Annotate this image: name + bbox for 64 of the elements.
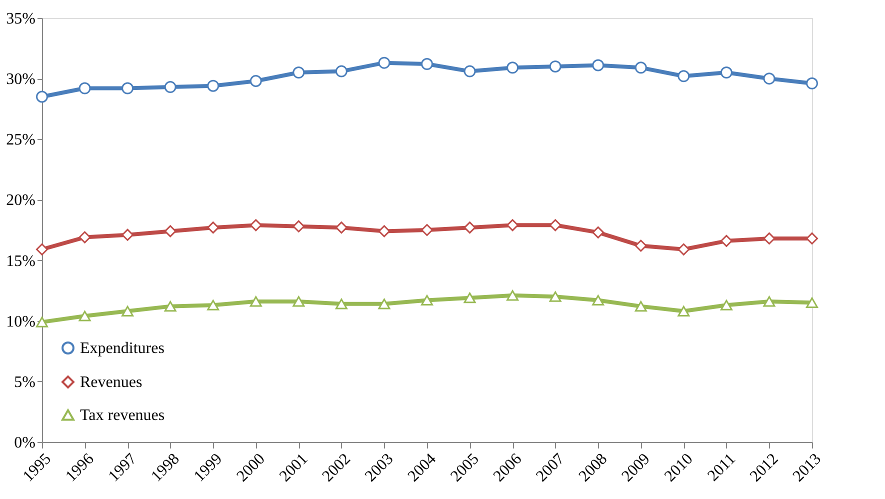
point — [335, 298, 348, 310]
point — [506, 290, 519, 301]
point — [378, 225, 390, 238]
point — [806, 77, 818, 90]
point — [78, 82, 91, 94]
point — [292, 296, 305, 307]
y-tick-label: 25% — [6, 132, 36, 149]
point — [250, 219, 262, 232]
point — [122, 82, 134, 94]
y-tick-label: 20% — [6, 192, 36, 210]
point — [421, 224, 433, 236]
point — [634, 301, 647, 312]
point — [549, 291, 562, 302]
point — [78, 231, 91, 244]
point — [678, 243, 690, 256]
point — [678, 306, 690, 316]
point — [720, 300, 732, 310]
point — [549, 219, 562, 232]
y-tick-label: 0% — [14, 434, 36, 452]
point — [164, 301, 176, 312]
point — [763, 72, 776, 85]
point — [678, 70, 690, 82]
point — [207, 80, 220, 92]
point — [634, 62, 647, 74]
point — [806, 232, 818, 244]
point — [164, 81, 176, 94]
point — [292, 66, 305, 78]
point — [464, 222, 476, 234]
point — [78, 310, 91, 322]
point — [592, 59, 604, 72]
point — [250, 296, 262, 307]
point — [763, 296, 776, 307]
point — [335, 65, 348, 78]
point — [506, 62, 519, 74]
point — [250, 75, 262, 87]
y-tick-label: 15% — [6, 252, 36, 270]
point — [592, 226, 604, 238]
point — [634, 240, 647, 252]
point — [122, 306, 134, 316]
point — [720, 234, 732, 247]
point — [36, 243, 48, 256]
legend-label: Tax revenues — [80, 407, 165, 424]
y-tick-label: 10% — [6, 313, 36, 330]
point — [549, 60, 562, 72]
point — [592, 294, 604, 306]
point — [464, 65, 476, 78]
point — [421, 294, 433, 306]
point — [36, 90, 48, 103]
point — [207, 300, 220, 310]
legend-label: Expenditures — [80, 340, 164, 357]
point — [421, 58, 433, 70]
point — [720, 66, 732, 78]
legend-label: Revenues — [80, 374, 142, 391]
point — [164, 225, 176, 238]
x-tick-label: 2011 — [704, 450, 739, 485]
point — [464, 292, 476, 304]
point — [207, 222, 220, 234]
y-tick-label: 5% — [14, 374, 36, 391]
point — [806, 297, 818, 308]
point — [378, 56, 390, 69]
point — [378, 298, 390, 310]
y-tick-label: 35% — [6, 10, 36, 28]
y-tick-label: 30% — [6, 71, 36, 88]
point — [122, 228, 134, 241]
